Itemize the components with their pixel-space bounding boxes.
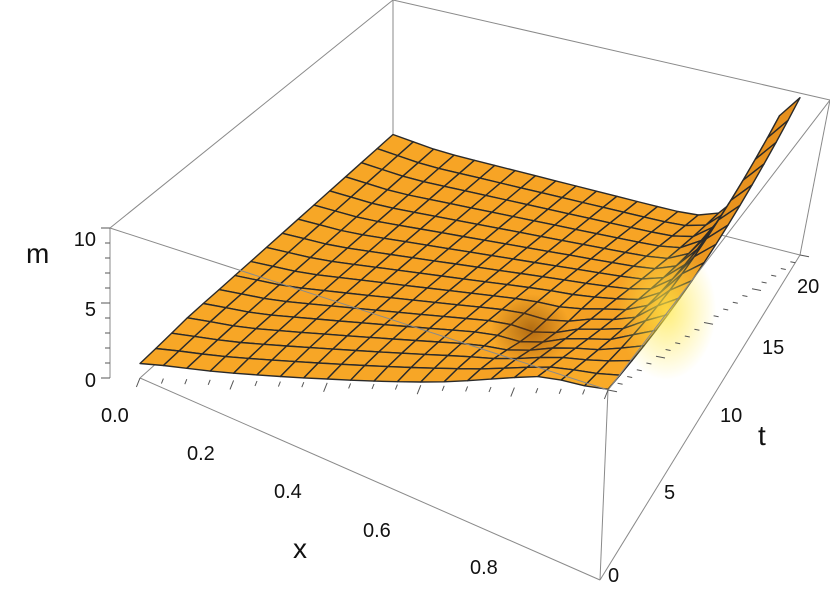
- x-tick-mark: [394, 384, 398, 390]
- t-tick-mark: [675, 342, 681, 345]
- x-axis-label: x: [293, 533, 307, 564]
- t-tick-mark: [771, 274, 777, 277]
- surface-highlights: [490, 239, 717, 380]
- x-tick-mark: [184, 379, 188, 385]
- t-tick-mark: [799, 254, 810, 258]
- x-tick-mark: [207, 379, 211, 385]
- x-tick-mark: [535, 388, 539, 394]
- t-tick-label: 10: [720, 405, 742, 427]
- t-tick-mark: [665, 349, 671, 351]
- t-tick-mark: [627, 376, 633, 378]
- box-edge: [599, 389, 609, 581]
- x-tick-label: 0.0: [101, 405, 129, 427]
- z-axis-label: m: [26, 238, 49, 269]
- x-tick-mark: [465, 386, 469, 392]
- t-tick-label: 20: [797, 276, 819, 298]
- axis-ticks: [101, 227, 810, 400]
- x-tick-label: 0.6: [363, 520, 391, 542]
- x-tick-label: 0.8: [470, 557, 498, 579]
- t-tick-mark: [713, 315, 719, 318]
- t-tick-mark: [723, 308, 729, 311]
- bounding-box-front: [109, 99, 830, 581]
- surface-shadow: [490, 294, 571, 365]
- x-tick-mark: [371, 383, 375, 390]
- t-tick-mark: [607, 389, 618, 393]
- surface-patch: [766, 96, 801, 139]
- t-tick-mark: [617, 382, 623, 385]
- x-tick-label: 0.2: [187, 443, 215, 465]
- t-axis-tick-labels: 0 5 10 15 20: [608, 276, 819, 587]
- x-tick-mark: [582, 389, 586, 395]
- t-tick-label: 0: [608, 565, 619, 587]
- x-tick-mark: [135, 377, 141, 388]
- x-tick-mark: [510, 387, 515, 397]
- x-tick-mark: [323, 382, 328, 392]
- x-tick-mark: [301, 382, 305, 388]
- x-tick-mark: [441, 385, 445, 391]
- x-axis-tick-labels: 0.0 0.2 0.4 0.6 0.8: [101, 405, 498, 579]
- t-tick-mark: [694, 328, 700, 331]
- t-tick-mark: [790, 261, 796, 264]
- x-tick-mark: [277, 381, 281, 387]
- t-tick-mark: [751, 288, 762, 292]
- box-edge: [599, 254, 801, 581]
- surface-highlight: [616, 239, 717, 380]
- x-tick-mark: [416, 385, 422, 395]
- t-tick-mark: [684, 335, 690, 338]
- x-tick-mark: [603, 389, 609, 400]
- x-tick-mark: [558, 388, 562, 394]
- surface-patch: [754, 119, 789, 161]
- t-tick-mark: [703, 322, 714, 325]
- t-tick-mark: [761, 281, 767, 284]
- t-tick-mark: [780, 268, 786, 270]
- t-tick-mark: [655, 355, 666, 359]
- t-tick-mark: [732, 301, 738, 304]
- x-tick-mark: [348, 383, 352, 389]
- surface-patch: [718, 184, 753, 221]
- box-edge: [109, 0, 394, 229]
- z-tick-label: 5: [85, 299, 96, 321]
- box-edge: [139, 377, 601, 581]
- x-tick-mark: [229, 380, 235, 390]
- x-tick-mark: [160, 378, 164, 384]
- t-tick-mark: [646, 362, 652, 365]
- x-tick-mark: [488, 386, 492, 393]
- box-edge: [607, 99, 830, 391]
- z-tick-label: 0: [85, 370, 96, 392]
- t-tick-mark: [636, 369, 642, 372]
- z-axis-tick-labels: 10 5 0: [74, 229, 96, 392]
- x-tick-label: 0.4: [274, 481, 302, 503]
- surface-patch: [730, 163, 765, 202]
- box-edge: [392, 0, 830, 101]
- box-edge: [799, 99, 830, 256]
- box-edge: [109, 227, 609, 391]
- surface-patch: [742, 141, 777, 181]
- z-tick-label: 10: [74, 229, 96, 251]
- x-tick-mark: [254, 380, 258, 387]
- t-tick-mark: [742, 295, 748, 297]
- t-axis-label: t: [758, 420, 766, 451]
- t-tick-label: 5: [664, 482, 675, 504]
- t-tick-label: 15: [762, 337, 784, 359]
